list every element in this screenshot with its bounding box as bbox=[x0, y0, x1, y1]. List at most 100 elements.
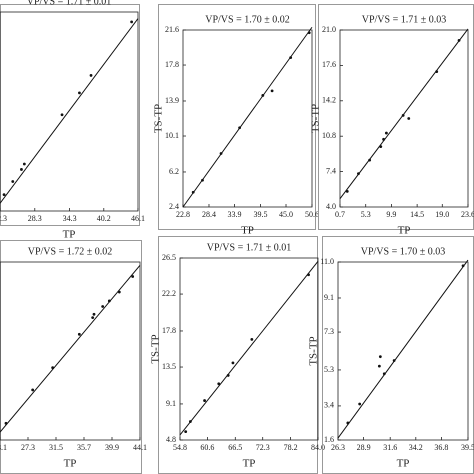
x-tick-label: 22.3 bbox=[0, 214, 7, 223]
point bbox=[307, 273, 310, 277]
y-axis-label: TS-TP bbox=[310, 104, 322, 133]
point bbox=[11, 180, 15, 183]
point bbox=[377, 364, 381, 368]
x-tick-label: 22.8 bbox=[176, 210, 190, 219]
point bbox=[250, 337, 254, 341]
point bbox=[358, 402, 362, 406]
chart-title: VP/VS = 1.71 ± 0.03 bbox=[362, 14, 446, 25]
point bbox=[78, 91, 81, 95]
fit-line bbox=[337, 259, 469, 439]
point bbox=[184, 430, 188, 434]
x-tick-label: 45.0 bbox=[279, 210, 293, 219]
point bbox=[461, 264, 465, 268]
x-tick-label: 50.6 bbox=[305, 210, 319, 219]
y-tick-label: 5.3 bbox=[324, 365, 334, 374]
point bbox=[89, 74, 93, 77]
point bbox=[217, 382, 221, 386]
point bbox=[219, 152, 223, 155]
y-tick-label: 10.8 bbox=[322, 131, 336, 140]
y-tick-label: 17.6 bbox=[322, 60, 336, 69]
chart-title: VP/VS = 1.70 ± 0.03 bbox=[361, 246, 445, 257]
x-tick-label: 28.9 bbox=[357, 443, 371, 452]
x-tick-label: 34.2 bbox=[409, 443, 423, 452]
point bbox=[203, 399, 206, 402]
point bbox=[346, 421, 350, 425]
point bbox=[22, 162, 26, 166]
x-axis-label: TP bbox=[64, 458, 77, 470]
point bbox=[51, 366, 55, 370]
point bbox=[107, 299, 111, 303]
x-tick-label: 72.3 bbox=[256, 443, 270, 452]
x-tick-label: 9.9 bbox=[386, 210, 396, 219]
fit-line bbox=[0, 18, 139, 204]
x-axis-label: TP bbox=[397, 458, 410, 470]
panel-border bbox=[0, 240, 142, 474]
y-axis-label: TS-TP bbox=[153, 104, 165, 133]
plot-frame bbox=[182, 29, 313, 208]
point bbox=[91, 316, 95, 320]
point bbox=[261, 94, 265, 97]
fit-line bbox=[179, 261, 319, 436]
chart-title: VP/VS = 1.71 ± 0.01 bbox=[27, 0, 111, 7]
x-tick-label: 39.5 bbox=[461, 443, 474, 452]
x-tick-label: 39.9 bbox=[105, 443, 119, 452]
fit-line bbox=[339, 28, 469, 199]
x-tick-label: 40.2 bbox=[97, 214, 111, 223]
x-axis-label: TP bbox=[398, 225, 411, 237]
panel: VP/VS = 1.72 ± 0.02 TP 23.1 27.3 31.5 35.7 39.… bbox=[0, 240, 147, 474]
y-tick-label: 22.2 bbox=[162, 289, 176, 298]
y-tick-label: 4.0 bbox=[326, 202, 336, 211]
y-tick-label: 9.1 bbox=[166, 399, 176, 408]
x-tick-label: 5.3 bbox=[361, 210, 371, 219]
point bbox=[357, 172, 360, 176]
x-axis-label: TP bbox=[241, 225, 254, 237]
point bbox=[77, 332, 81, 336]
point bbox=[270, 89, 274, 93]
chart-title: VP/VS = 1.71 ± 0.01 bbox=[207, 242, 291, 253]
x-tick-label: 35.7 bbox=[77, 443, 91, 452]
x-tick-label: 66.5 bbox=[228, 443, 242, 452]
plot-frame bbox=[337, 261, 469, 441]
point bbox=[188, 420, 192, 423]
y-axis-label: TS-TP bbox=[150, 334, 162, 363]
panel: VP/VS = 1.71 ± 0.01 TP TS-TP 54.8 60.6 66.5 72… bbox=[150, 236, 325, 474]
y-tick-label: 26.5 bbox=[162, 253, 176, 262]
point bbox=[226, 374, 230, 377]
panel: VP/VS = 1.71 ± 0.03 TP TS-TP 0.7 5.3 9.9 14.5 1… bbox=[310, 4, 474, 237]
point bbox=[457, 39, 461, 42]
y-tick-label: 9.1 bbox=[324, 293, 334, 302]
x-tick-label: 19.0 bbox=[435, 210, 449, 219]
plot-frame bbox=[0, 11, 139, 212]
panel: VP/VS = 1.71 ± 0.01 TP 22.3 28.3 34.3 40.2 46.… bbox=[0, 0, 145, 241]
y-tick-label: 13.9 bbox=[165, 96, 179, 105]
point bbox=[92, 312, 96, 316]
y-tick-label: 17.8 bbox=[162, 326, 176, 335]
y-tick-label: 14.2 bbox=[322, 96, 336, 105]
chart-title: VP/VS = 1.70 ± 0.02 bbox=[205, 14, 289, 25]
x-tick-label: 27.3 bbox=[21, 443, 35, 452]
x-tick-label: 0.7 bbox=[335, 210, 345, 219]
x-tick-label: 23.1 bbox=[0, 443, 7, 452]
panel: VP/VS = 1.70 ± 0.02 TP TS-TP 22.8 28.4 33.9 39… bbox=[153, 4, 319, 237]
x-tick-label: 39.5 bbox=[253, 210, 267, 219]
point bbox=[231, 361, 235, 365]
point bbox=[131, 275, 135, 278]
y-tick-label: 6.2 bbox=[169, 167, 179, 176]
point bbox=[191, 190, 195, 194]
point bbox=[238, 126, 242, 130]
y-tick-label: 4.8 bbox=[166, 435, 176, 444]
point bbox=[60, 113, 64, 117]
y-tick-label: 21.6 bbox=[165, 25, 179, 34]
point bbox=[307, 31, 311, 35]
point bbox=[201, 178, 204, 182]
y-tick-label: 2.4 bbox=[169, 202, 179, 211]
x-tick-label: 28.4 bbox=[202, 210, 216, 219]
x-tick-label: 31.6 bbox=[383, 443, 397, 452]
y-tick-label: 7.3 bbox=[324, 327, 334, 336]
y-tick-label: 7.4 bbox=[326, 166, 336, 175]
y-tick-label: 1.6 bbox=[324, 435, 334, 444]
point bbox=[382, 137, 385, 141]
chart-title: VP/VS = 1.72 ± 0.02 bbox=[28, 246, 112, 257]
